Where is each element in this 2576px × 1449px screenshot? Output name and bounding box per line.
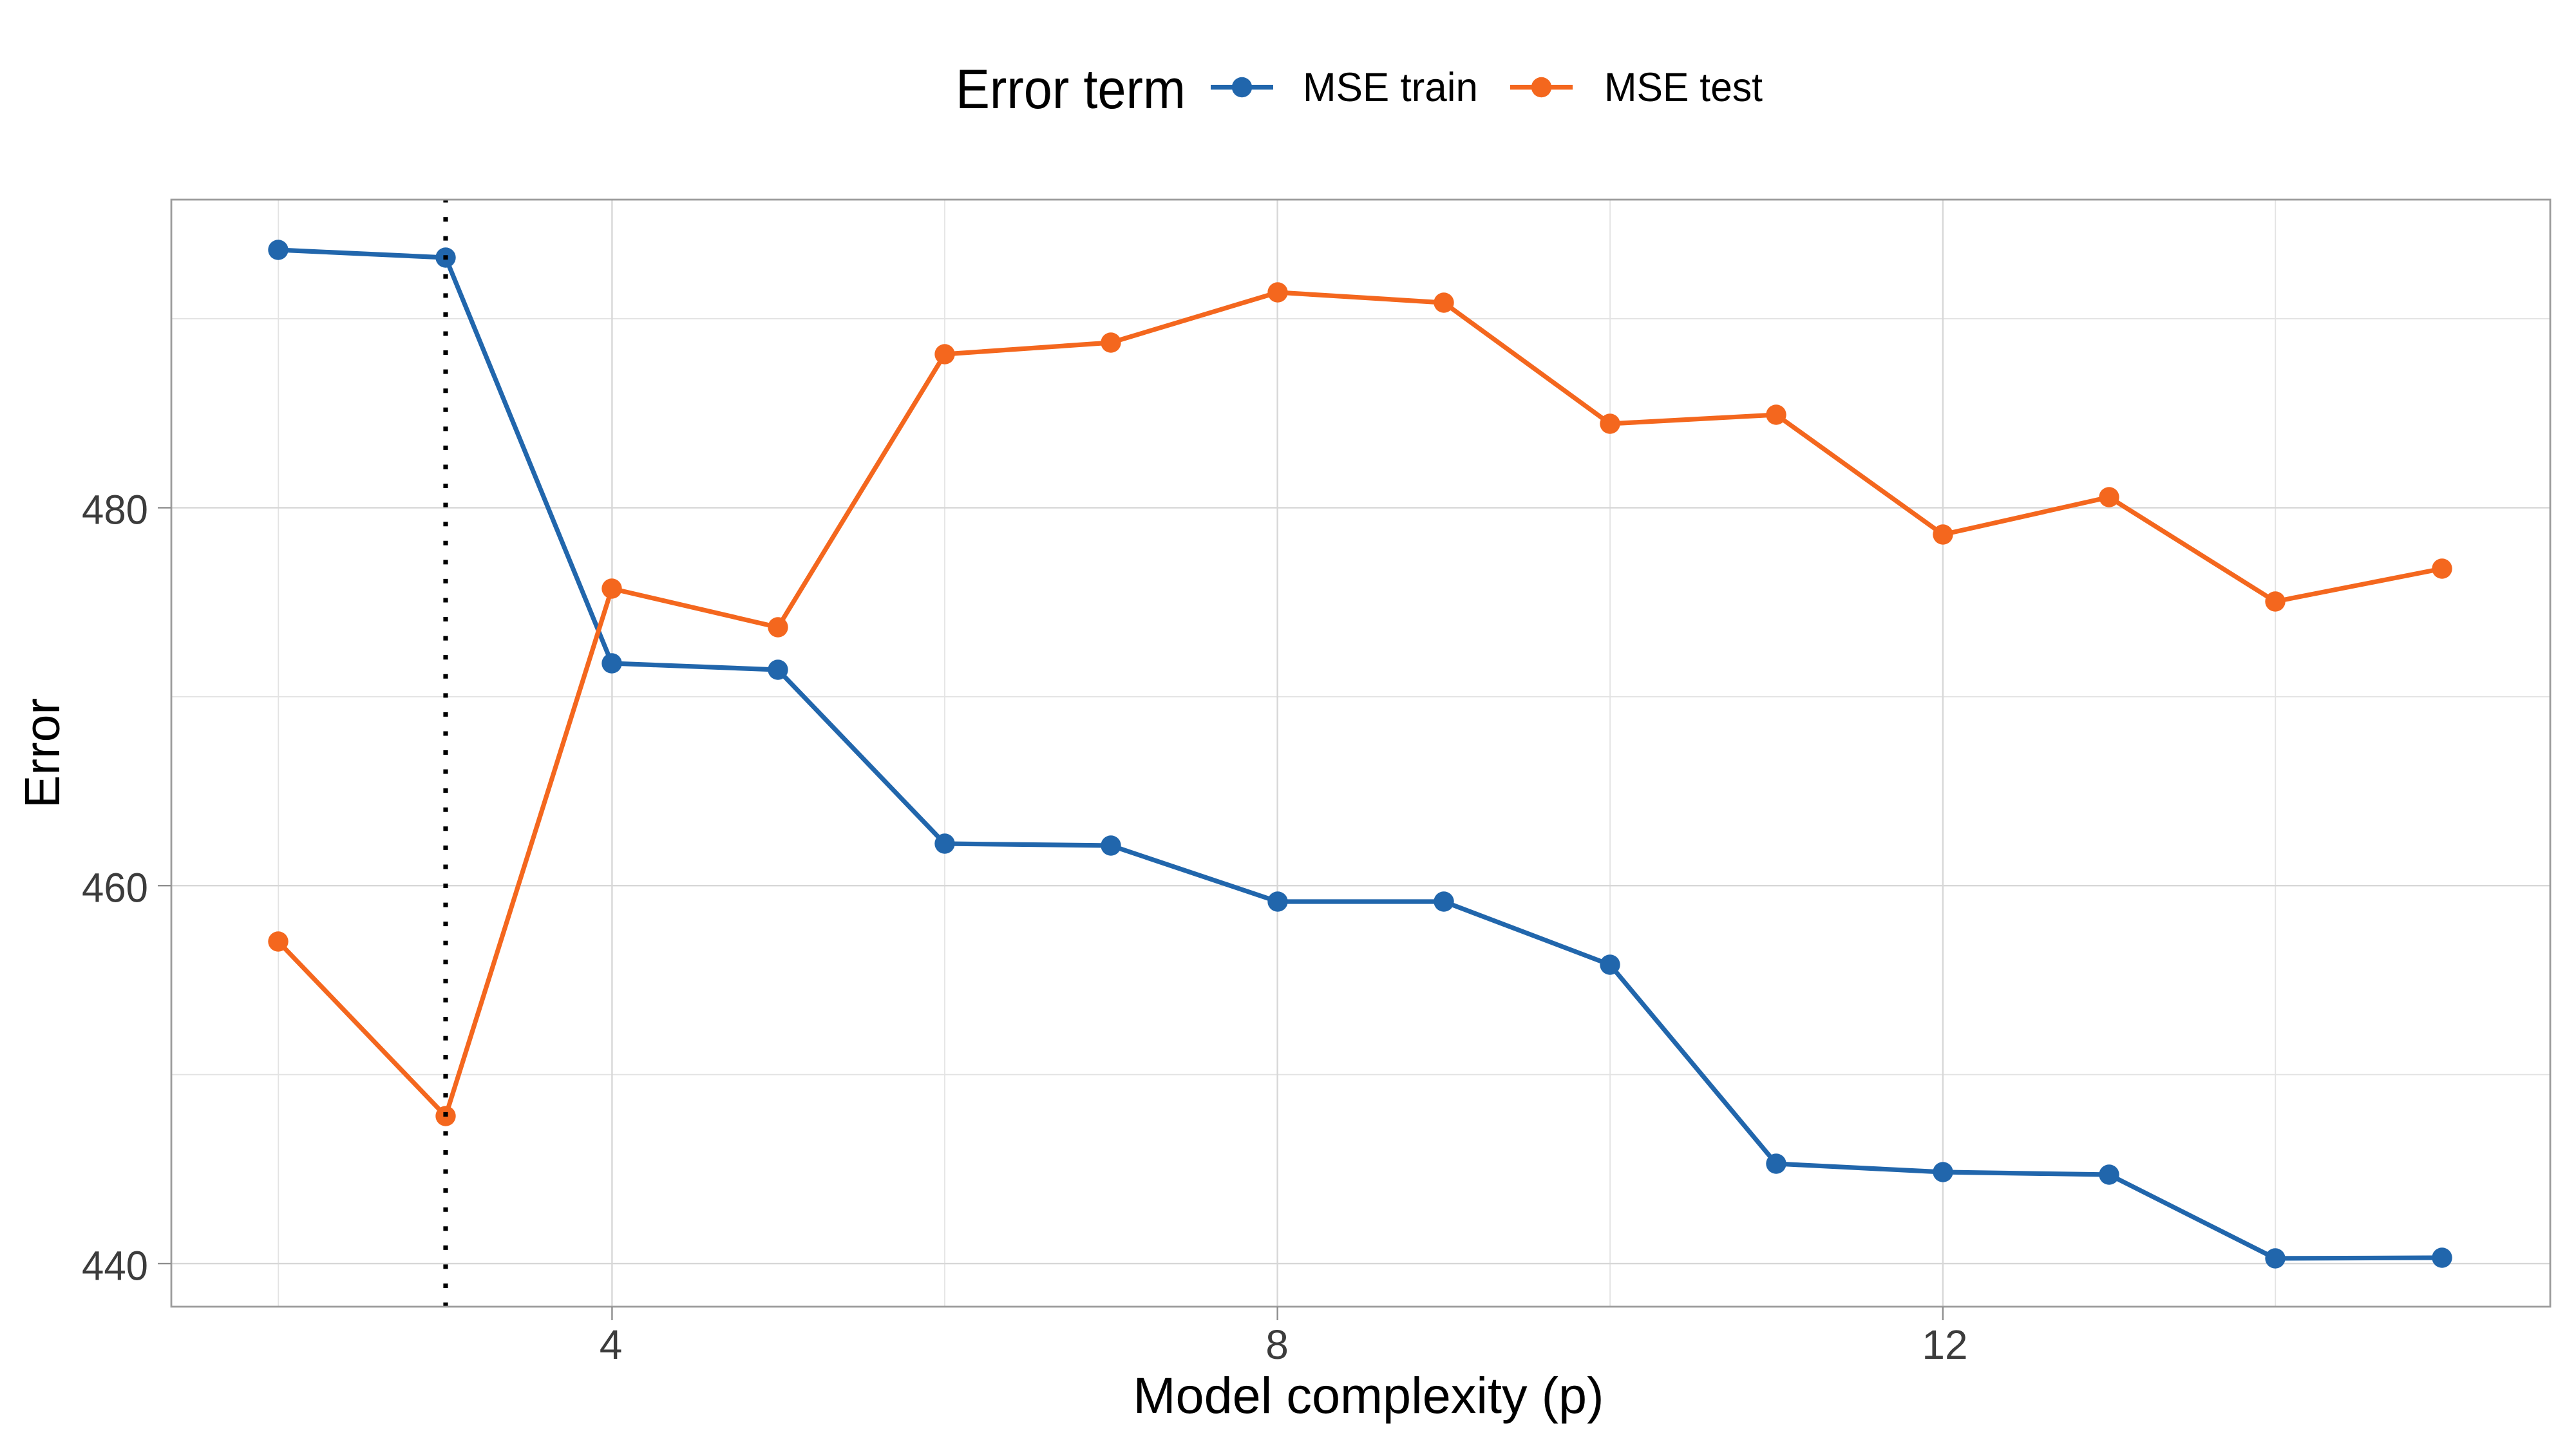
svg-text:440: 440 (82, 1243, 148, 1289)
svg-text:Error: Error (15, 698, 70, 808)
svg-text:8: 8 (1265, 1321, 1289, 1368)
svg-text:4: 4 (600, 1321, 623, 1368)
svg-text:Model complexity (p): Model complexity (p) (1133, 1367, 1604, 1424)
svg-text:480: 480 (82, 487, 148, 533)
svg-text:460: 460 (82, 865, 148, 911)
svg-text:MSE train: MSE train (1303, 65, 1478, 110)
svg-text:MSE test: MSE test (1604, 65, 1763, 110)
svg-text:Error term: Error term (956, 59, 1186, 120)
svg-text:12: 12 (1922, 1321, 1967, 1368)
